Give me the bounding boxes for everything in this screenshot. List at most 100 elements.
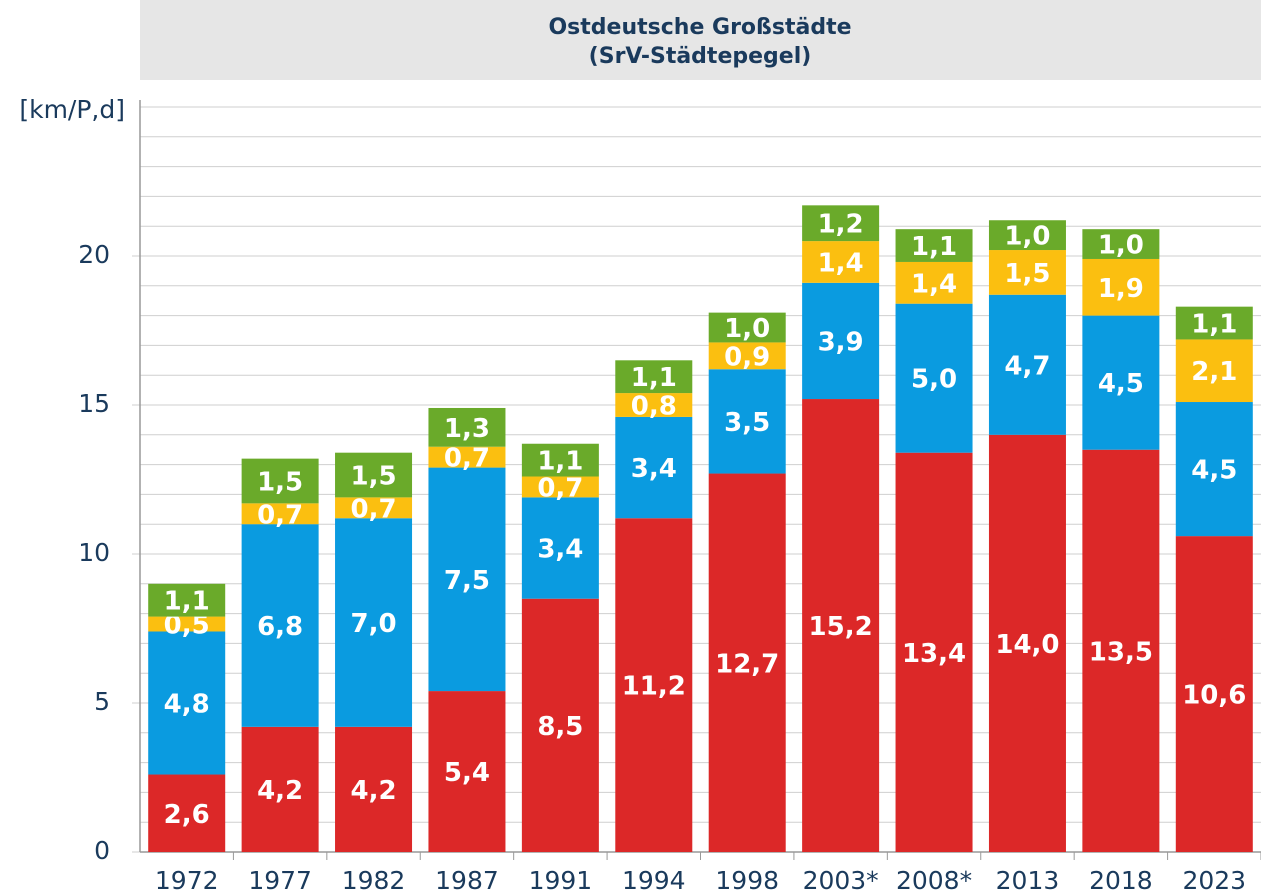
y-axis-label: [km/P,d] bbox=[19, 95, 125, 124]
value-label: 0,7 bbox=[351, 494, 397, 524]
x-tick-label: 2013 bbox=[996, 866, 1060, 895]
bar-segment bbox=[148, 616, 226, 632]
y-tick-label: 15 bbox=[78, 389, 110, 418]
bar-segment bbox=[241, 458, 319, 504]
value-label: 1,2 bbox=[818, 210, 864, 240]
value-label: 4,2 bbox=[351, 776, 397, 806]
bar-segment bbox=[802, 399, 880, 852]
bar-segment bbox=[1082, 258, 1160, 316]
value-label: 0,7 bbox=[537, 473, 583, 503]
bar-segment bbox=[708, 312, 786, 343]
value-label: 5,4 bbox=[444, 758, 490, 788]
bar-segment bbox=[615, 360, 693, 394]
value-label: 15,2 bbox=[809, 612, 873, 642]
bar-segment bbox=[335, 518, 413, 727]
value-label: 1,0 bbox=[1098, 231, 1144, 261]
x-tick-label: 2008* bbox=[896, 866, 972, 895]
value-label: 1,9 bbox=[1098, 274, 1144, 304]
value-label: 4,7 bbox=[1004, 351, 1050, 381]
bar-segment bbox=[708, 369, 786, 474]
bar-segment bbox=[241, 726, 319, 852]
x-tick-label: 1987 bbox=[435, 866, 499, 895]
bar-segment bbox=[148, 583, 226, 617]
value-label: 3,4 bbox=[631, 454, 677, 484]
value-label: 0,7 bbox=[444, 444, 490, 474]
bar-segment bbox=[988, 294, 1066, 435]
value-label: 0,9 bbox=[724, 342, 770, 372]
bar-segment bbox=[615, 518, 693, 852]
bar-segment bbox=[241, 524, 319, 727]
value-label: 1,3 bbox=[444, 414, 490, 444]
x-tick-label: 2018 bbox=[1089, 866, 1153, 895]
value-label: 1,5 bbox=[351, 462, 397, 492]
bar-segment bbox=[1082, 229, 1160, 259]
value-label: 1,1 bbox=[631, 363, 677, 393]
x-tick-label: 1994 bbox=[622, 866, 686, 895]
bar-segment bbox=[802, 205, 880, 242]
value-label: 7,0 bbox=[351, 609, 397, 639]
value-label: 5,0 bbox=[911, 365, 957, 395]
bar-segment bbox=[428, 446, 506, 468]
value-label: 0,7 bbox=[257, 500, 303, 530]
x-tick-label: 1977 bbox=[248, 866, 312, 895]
x-tick-label: 1972 bbox=[155, 866, 219, 895]
value-label: 4,5 bbox=[1191, 456, 1237, 486]
bar-segment bbox=[988, 220, 1066, 251]
value-label: 1,1 bbox=[537, 447, 583, 477]
title-box bbox=[140, 0, 1261, 80]
value-label: 13,5 bbox=[1089, 637, 1153, 667]
y-tick-label: 10 bbox=[78, 538, 110, 567]
bar-segment bbox=[1175, 536, 1253, 852]
value-label: 4,2 bbox=[257, 776, 303, 806]
bar-segment bbox=[428, 467, 506, 692]
bar-segment bbox=[241, 503, 319, 525]
value-label: 2,1 bbox=[1191, 357, 1237, 387]
value-label: 1,5 bbox=[257, 467, 303, 497]
bar-segment bbox=[521, 598, 599, 852]
value-label: 1,4 bbox=[818, 248, 864, 278]
bar-segment bbox=[895, 452, 973, 852]
value-label: 0,8 bbox=[631, 392, 677, 422]
value-label: 7,5 bbox=[444, 566, 490, 596]
bar-segment bbox=[1082, 449, 1160, 852]
value-label: 6,8 bbox=[257, 612, 303, 642]
bar-segment bbox=[1175, 339, 1253, 403]
x-tick-label: 2023 bbox=[1182, 866, 1246, 895]
value-label: 1,0 bbox=[1004, 222, 1050, 252]
bar-segment bbox=[335, 452, 413, 498]
value-label: 3,9 bbox=[818, 327, 864, 357]
value-label: 1,1 bbox=[911, 232, 957, 262]
bar-segment bbox=[428, 691, 506, 852]
bar-segment bbox=[335, 497, 413, 519]
value-label: 14,0 bbox=[995, 630, 1059, 660]
bar-segment bbox=[335, 726, 413, 852]
value-label: 10,6 bbox=[1182, 681, 1246, 711]
value-label: 4,5 bbox=[1098, 369, 1144, 399]
value-label: 3,4 bbox=[537, 535, 583, 565]
value-label: 1,0 bbox=[724, 314, 770, 344]
x-tick-label: 1991 bbox=[529, 866, 593, 895]
value-label: 11,2 bbox=[622, 672, 686, 702]
value-label: 1,1 bbox=[1191, 310, 1237, 340]
x-tick-label: 1982 bbox=[342, 866, 406, 895]
value-label: 3,5 bbox=[724, 408, 770, 438]
bar-segment bbox=[1175, 402, 1253, 537]
chart-title: Ostdeutsche Großstädte bbox=[548, 15, 851, 40]
bar-segment bbox=[988, 434, 1066, 852]
bar-segment bbox=[802, 282, 880, 400]
value-label: 1,1 bbox=[164, 587, 210, 617]
x-tick-label: 1998 bbox=[715, 866, 779, 895]
bar-segment bbox=[615, 416, 693, 519]
bar-segment bbox=[521, 476, 599, 498]
bar-segment bbox=[615, 393, 693, 417]
bar-segment bbox=[1082, 315, 1160, 450]
value-label: 1,5 bbox=[1004, 259, 1050, 289]
bar-segment bbox=[521, 497, 599, 599]
bar-segment bbox=[708, 473, 786, 852]
bar-segment bbox=[148, 631, 226, 775]
value-label: 13,4 bbox=[902, 639, 966, 669]
chart-subtitle: (SrV-Städtepegel) bbox=[589, 44, 812, 69]
bar-segment bbox=[148, 774, 226, 852]
bar-segment bbox=[428, 407, 506, 447]
